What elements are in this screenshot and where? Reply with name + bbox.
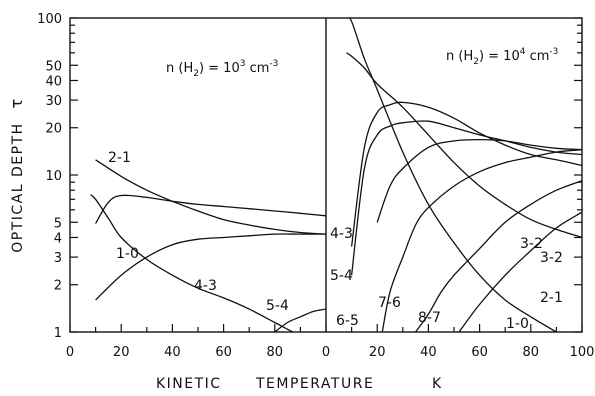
- curve-label-right-4-3: 4-3: [330, 226, 353, 242]
- x-tick-label-1-20: 20: [369, 345, 386, 360]
- curve-right-3-2: [350, 101, 582, 247]
- y-tick-label-30: 30: [45, 94, 62, 109]
- y-tick-label-50: 50: [45, 59, 62, 74]
- curve-label-right-6-5: 6-5: [336, 313, 359, 329]
- left-panel-curves: [90, 159, 326, 332]
- curve-label-right-2-1: 2-1: [540, 290, 563, 306]
- curve-label-left-3-2: 3-2: [520, 236, 543, 252]
- curve-right-7-6: [415, 180, 582, 332]
- curve-label-right-3-2: 3-2: [540, 250, 563, 266]
- y-axis-label-text: OPTICAL DEPTH: [10, 122, 26, 252]
- curve-left-1-0: [90, 194, 295, 332]
- curve-label-right-1-0: 1-0: [506, 316, 529, 332]
- y-tick-label-4: 4: [54, 231, 62, 246]
- y-axis-symbol: τ: [7, 97, 26, 108]
- y-tick-label-20: 20: [45, 122, 62, 137]
- curve-right-5-4: [376, 138, 582, 223]
- right-panel-curves: [346, 18, 582, 332]
- y-axis-label: OPTICAL DEPTH τ: [7, 97, 26, 253]
- curve-left-5-4: [274, 308, 326, 332]
- curve-label-right-5-4: 5-4: [330, 268, 353, 284]
- density-label-right: n (H2) = 104 cm-3: [446, 47, 558, 67]
- curve-label-left-4-3: 4-3: [194, 278, 217, 294]
- x-axis-ticks: 0 20 40 60 80 0 20 40 60 80 100: [66, 324, 595, 360]
- y-tick-label-5: 5: [54, 216, 62, 231]
- y-tick-label-40: 40: [45, 74, 62, 89]
- x-tick-label-0-40: 40: [164, 345, 181, 360]
- x-tick-label-1-100: 100: [570, 345, 595, 360]
- curve-label-right-7-6: 7-6: [378, 295, 401, 311]
- x-tick-label-0-80: 80: [267, 345, 284, 360]
- x-tick-label-1-80: 80: [523, 345, 540, 360]
- x-tick-label-0-60: 60: [215, 345, 232, 360]
- y-tick-label-2: 2: [54, 279, 62, 294]
- curve-right-6-5: [381, 149, 582, 332]
- curve-left-4-3: [95, 233, 326, 301]
- curve-right-1-0: [346, 18, 557, 332]
- density-label-left: n (H2) = 103 cm-3: [166, 59, 278, 79]
- curve-label-right-8-7: 8-7: [418, 310, 441, 326]
- x-tick-label-0-20: 20: [113, 345, 130, 360]
- y-tick-label-10: 10: [45, 169, 62, 184]
- x-tick-label-0-0: 0: [66, 345, 74, 360]
- curve-right-8-7: [458, 211, 582, 332]
- y-tick-label-100: 100: [37, 12, 62, 27]
- x-tick-label-1-40: 40: [420, 345, 437, 360]
- x-tick-label-1-60: 60: [471, 345, 488, 360]
- curve-labels: 2-1 3-2 1-0 4-3 5-4 1-0 2-1 3-2 4-3 5-4 6-5 7-6 8-7: [108, 150, 563, 332]
- curve-right-4-3: [350, 120, 582, 276]
- y-tick-label-3: 3: [54, 251, 62, 266]
- curve-label-left-2-1: 2-1: [108, 150, 131, 166]
- curve-right-2-1: [346, 52, 582, 239]
- x-axis-label-kinetic: KINETIC: [156, 376, 222, 392]
- x-tick-label-1-0: 0: [322, 345, 330, 360]
- curve-left-3-2: [95, 194, 326, 224]
- y-tick-label-1: 1: [54, 326, 62, 341]
- curve-label-left-1-0: 1-0: [116, 246, 139, 262]
- x-axis-label-temperature: TEMPERATURE: [255, 376, 374, 392]
- curve-label-left-5-4: 5-4: [266, 298, 289, 314]
- x-axis-label-unit: K: [432, 376, 443, 392]
- curve-left-2-1: [95, 159, 326, 235]
